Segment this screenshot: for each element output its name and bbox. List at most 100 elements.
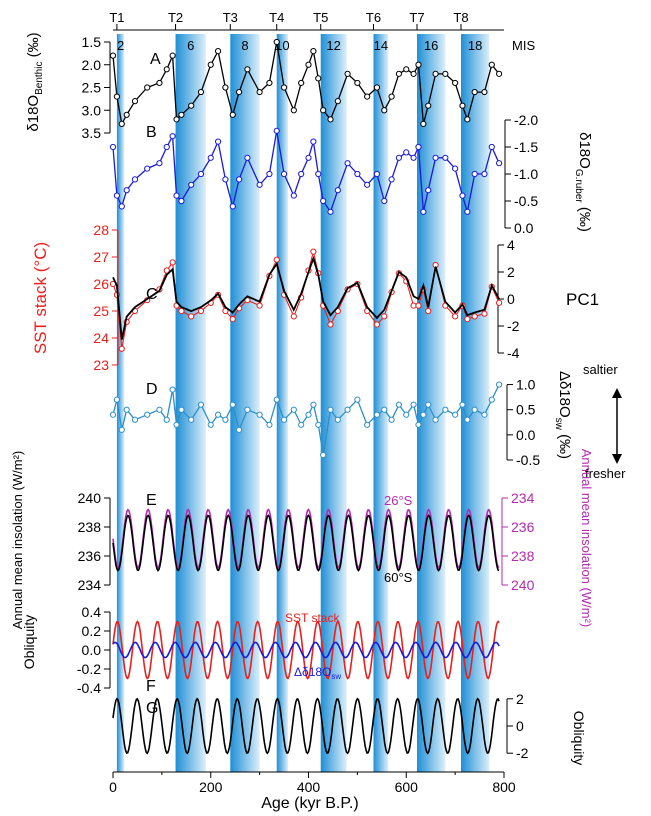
sst-axis-title: SST stack (°C)	[31, 242, 50, 354]
panel-e-left-ylabel: Annual mean insolation (W/m²)	[10, 451, 25, 629]
insolation-left-axis-tick-label: 240	[78, 490, 102, 506]
obliquity-left-axis-tick-label: 0.4	[82, 604, 102, 620]
panel-d-axis-tick-label: 0.5	[516, 402, 536, 418]
benthic-series-point	[481, 88, 488, 96]
termination-label: T5	[313, 10, 328, 25]
ruber-series-point	[320, 197, 327, 205]
benthic-series-point	[442, 70, 449, 77]
mis-stage-labels: 2 6 8 10 12 14 16 18	[117, 38, 482, 53]
benthic-series-point	[452, 79, 459, 87]
dsw-series-point	[496, 381, 503, 388]
benthic-series-point	[310, 48, 317, 55]
ruber-series-point	[156, 160, 163, 167]
obliquity-right-title: Obliquity	[571, 711, 587, 765]
benthic-series-point	[113, 93, 121, 100]
ruber-series-point	[471, 170, 478, 178]
pc1-axis-tick-label: 4	[507, 237, 515, 253]
mis-stage-label: 16	[424, 38, 438, 53]
svg-text:Δδ18Osw (‰): Δδ18Osw (‰)	[553, 371, 573, 459]
benthic-series-point	[471, 88, 478, 96]
termination-label: T1	[109, 10, 124, 25]
insolation-left-axis-tick-label: 236	[78, 548, 102, 564]
insolation-60s-line	[112, 514, 500, 572]
panel-a-ylabel-unit: (‰)	[25, 32, 42, 57]
dsw-series-point	[388, 416, 395, 423]
dsw-series-point	[113, 396, 121, 403]
mis-stage-label: 8	[241, 38, 248, 53]
ruber-series-point	[415, 143, 422, 151]
benthic-series-point	[169, 52, 176, 59]
fresher-label: fresher	[585, 466, 626, 481]
ruber-series-point	[403, 149, 410, 156]
dsw-series-point	[305, 411, 312, 418]
ruber-series-point	[452, 165, 459, 172]
insolation-left-title: Annual mean insolation (W/m²)	[10, 451, 25, 629]
obliquity-left-axis-tick-label: 0.2	[82, 623, 102, 639]
ruber-series-point	[169, 133, 176, 140]
benthic-series-point	[373, 84, 381, 91]
benthic-series-point	[410, 70, 417, 77]
sst-series-point	[425, 307, 432, 315]
obliquity-left-title: Obliquity	[21, 615, 37, 669]
panel-b-axis-tick-label: 0.0	[514, 220, 534, 236]
ruber-series-point	[290, 192, 297, 199]
ruber-series-point	[109, 143, 117, 151]
sst-series-point	[178, 307, 185, 315]
dsw-series-point	[173, 421, 180, 428]
sst-series-point	[118, 345, 125, 352]
dsw-series-point	[266, 421, 273, 428]
glacial-band	[460, 34, 490, 772]
termination-label: T6	[366, 10, 381, 25]
pc1-axis-title: PC1	[566, 290, 599, 309]
benthic-series-point	[178, 111, 185, 118]
panel-a: 1.5 2.0 2.5 3.0 3.5 A	[82, 34, 503, 141]
benthic-series-point	[315, 75, 322, 82]
dsw-series-point	[197, 401, 205, 408]
benthic-series-point	[334, 98, 341, 105]
dsw-series-point	[310, 401, 317, 408]
dsw-series-point	[222, 416, 229, 423]
dsw-series-point	[381, 406, 388, 413]
panel-g-ylabel: Obliquity	[571, 711, 587, 765]
sst-series-point	[222, 307, 229, 315]
insolation-left-axis-tick-label: 234	[78, 577, 102, 593]
panel-b-axis-tick-label: -1.5	[514, 139, 538, 155]
dsw-series-point	[481, 411, 488, 418]
sst-series-point	[381, 313, 388, 320]
dsw-series-line	[112, 384, 500, 456]
obliquity-dsw-line	[112, 641, 500, 659]
dsw-series-point	[320, 451, 327, 459]
panel-a-axis-tick-label: 3.0	[82, 102, 102, 118]
termination-label: T3	[223, 10, 238, 25]
benthic-series-point	[118, 120, 125, 128]
dsw-series-point	[334, 416, 341, 423]
obliquity-right-axis-tick-label: -2	[516, 745, 529, 761]
dsw-series-point	[290, 406, 297, 413]
benthic-series-point	[163, 66, 170, 73]
dsw-series-point	[442, 406, 449, 413]
panel-a-axis-tick-label: 2.5	[82, 80, 102, 96]
glacial-band	[116, 34, 125, 772]
panel-a-axis-tick-label: 1.5	[82, 34, 102, 50]
panel-d-ylabel: Δδ18Osw (‰)	[553, 371, 573, 459]
benthic-series-point	[395, 70, 403, 77]
panel-d-ylabel-unit: (‰)	[556, 434, 573, 459]
ruber-series-point	[395, 154, 403, 161]
ruber-series-point	[459, 192, 466, 199]
sst-series-point	[471, 313, 478, 320]
sst-axis-tick-label: 23	[93, 357, 109, 373]
sst-series-point	[373, 321, 381, 328]
benthic-series-point	[298, 79, 305, 87]
benthic-series-point	[364, 93, 371, 100]
ruber-series-point	[113, 192, 121, 199]
dsw-series-point	[432, 416, 439, 423]
ruber-series-point	[131, 176, 139, 183]
dsw-series-point	[459, 401, 466, 408]
ruber-series-point	[442, 154, 449, 161]
ruber-series-point	[178, 197, 185, 205]
panel-letter: G	[146, 700, 158, 717]
obliquity-right-axis-tick-label: 0	[516, 718, 524, 734]
panel-d-axis-tick-label: -0.5	[516, 452, 540, 468]
salinity-arrow	[612, 388, 622, 464]
panel-a-ylabel: δ18OBenthic (‰)	[25, 32, 45, 131]
